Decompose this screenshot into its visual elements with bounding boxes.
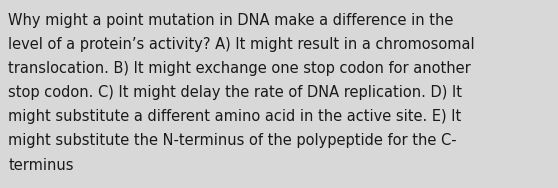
Text: level of a protein’s activity? A) It might result in a chromosomal: level of a protein’s activity? A) It mig…: [8, 37, 475, 52]
Text: terminus: terminus: [8, 158, 74, 173]
Text: Why might a point mutation in DNA make a difference in the: Why might a point mutation in DNA make a…: [8, 13, 454, 28]
Text: stop codon. C) It might delay the rate of DNA replication. D) It: stop codon. C) It might delay the rate o…: [8, 85, 463, 100]
Text: translocation. B) It might exchange one stop codon for another: translocation. B) It might exchange one …: [8, 61, 471, 76]
Text: might substitute the N-terminus of the polypeptide for the C-: might substitute the N-terminus of the p…: [8, 133, 457, 149]
Text: might substitute a different amino acid in the active site. E) It: might substitute a different amino acid …: [8, 109, 461, 124]
